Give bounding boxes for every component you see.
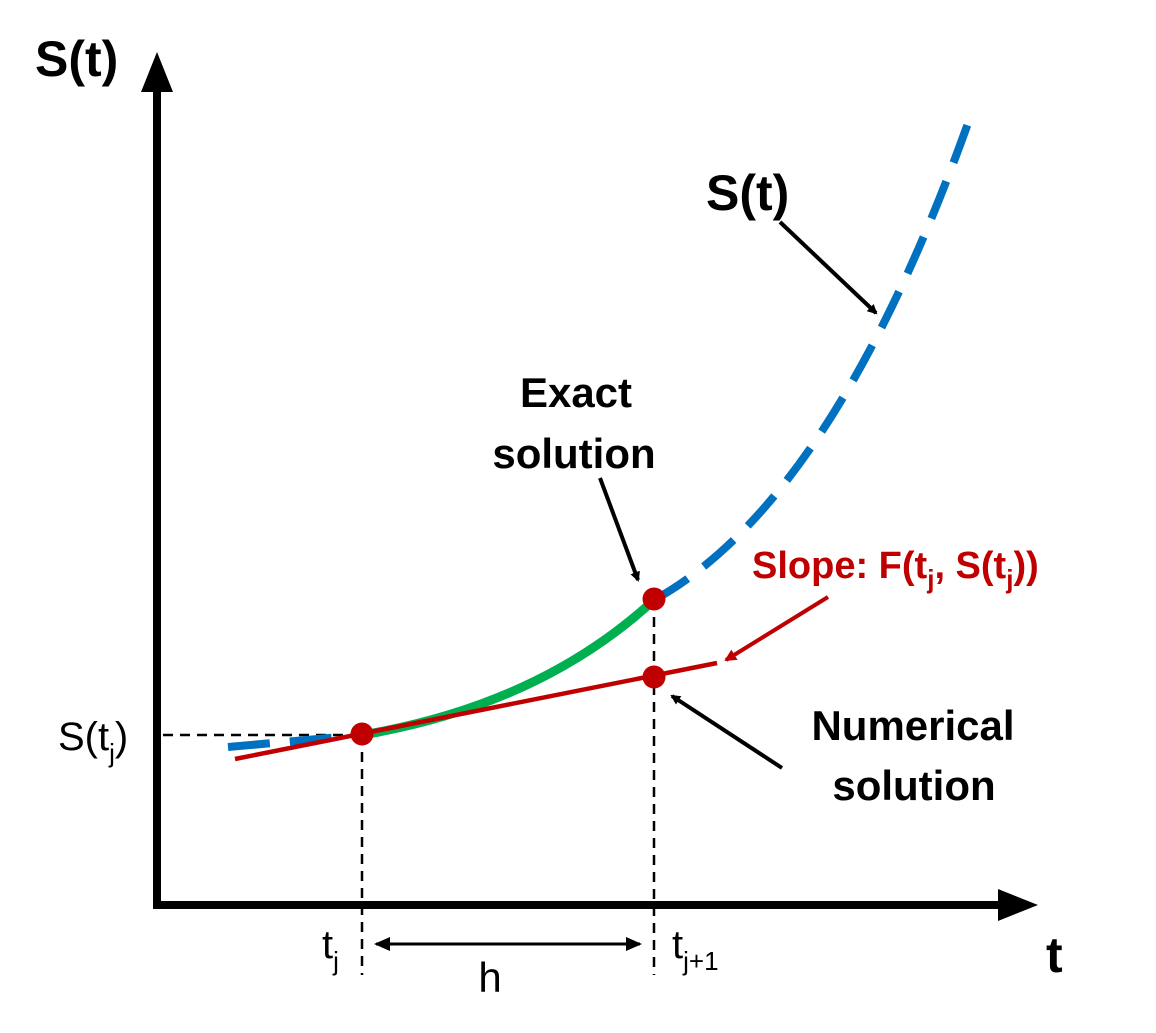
tj-label-main: t xyxy=(322,923,333,967)
step-arrowhead-right xyxy=(626,937,642,951)
numerical-solution-label-line1: Numerical xyxy=(811,702,1014,749)
s-tj-label-suffix: ) xyxy=(115,715,128,759)
x-axis-arrowhead xyxy=(998,889,1038,921)
slope-arrow xyxy=(724,595,830,662)
slope-label-prefix: Slope: F(t xyxy=(752,545,928,587)
exact-curve-right xyxy=(652,110,976,604)
tj1-label-main: t xyxy=(672,923,683,967)
curve-name-label: S(t) xyxy=(706,165,789,221)
slope-label-sub2: j xyxy=(1005,564,1013,594)
tangent-line xyxy=(234,660,718,762)
exact-curve-left xyxy=(227,731,363,751)
point-numerical xyxy=(642,665,666,689)
tj-label-sub: j xyxy=(332,946,339,976)
numerical-solution-arrow xyxy=(670,694,784,770)
numerical-solution-label-line2: solution xyxy=(832,762,995,809)
x-axis-label: t xyxy=(1046,927,1063,983)
y-axis-label: S(t) xyxy=(35,31,118,87)
s-tj-label-prefix: S(t xyxy=(58,715,109,759)
tj1-label-sub: j+1 xyxy=(682,946,718,976)
s-tj-label: S(tj) xyxy=(58,715,128,768)
exact-solution-label-line2: solution xyxy=(492,430,655,477)
exact-segment xyxy=(361,596,658,740)
step-label: h xyxy=(478,954,501,1001)
s-tj-label-sub: j xyxy=(108,738,115,768)
slope-label-mid: , S(t xyxy=(934,545,1006,587)
curve-name-arrow xyxy=(778,220,878,315)
tj1-label: tj+1 xyxy=(672,923,719,976)
tj-label: tj xyxy=(322,923,339,976)
point-tj xyxy=(350,722,374,746)
slope-label: Slope: F(tj, S(tj)) xyxy=(752,545,1039,594)
step-arrowhead-left xyxy=(374,937,390,951)
y-axis-arrowhead xyxy=(141,52,173,92)
slope-label-suffix: )) xyxy=(1013,545,1038,587)
exact-solution-arrow xyxy=(598,477,640,582)
point-exact xyxy=(642,587,666,611)
slope-label-sub1: j xyxy=(926,564,934,594)
exact-solution-label-line1: Exact xyxy=(520,369,632,416)
